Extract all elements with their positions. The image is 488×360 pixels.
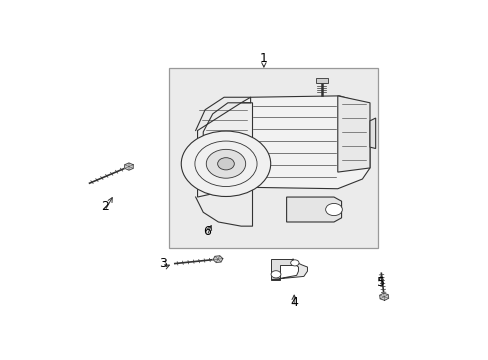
Text: 3: 3 [159,257,167,270]
Bar [169,68,377,248]
Circle shape [206,149,245,178]
Polygon shape [241,96,369,189]
Circle shape [181,131,270,197]
Circle shape [270,271,280,278]
Text: 4: 4 [290,296,298,309]
Circle shape [217,158,234,170]
Polygon shape [197,103,252,197]
Circle shape [290,260,299,266]
Polygon shape [124,163,133,170]
Polygon shape [369,118,375,149]
Polygon shape [337,96,369,172]
Polygon shape [195,187,252,226]
Polygon shape [286,197,341,222]
Circle shape [325,203,342,216]
Polygon shape [379,293,388,300]
Bar [315,78,327,84]
Polygon shape [213,256,223,262]
Text: 2: 2 [101,200,108,213]
Polygon shape [271,259,292,279]
Polygon shape [271,259,307,279]
Text: 6: 6 [203,225,210,238]
Text: 5: 5 [377,276,385,289]
Text: 1: 1 [260,52,267,65]
